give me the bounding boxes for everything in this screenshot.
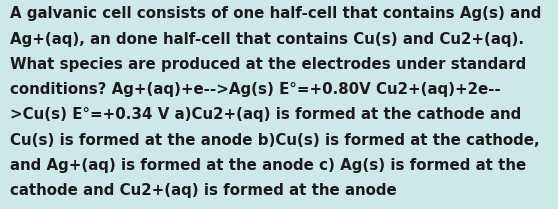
Text: Cu(s) is formed at the anode b)Cu(s) is formed at the cathode,: Cu(s) is formed at the anode b)Cu(s) is … bbox=[10, 133, 540, 148]
Text: cathode and Cu2+(aq) is formed at the anode: cathode and Cu2+(aq) is formed at the an… bbox=[10, 183, 397, 198]
Text: A galvanic cell consists of one half-cell that contains Ag(s) and: A galvanic cell consists of one half-cel… bbox=[10, 6, 541, 21]
Text: conditions? Ag+(aq)+e-->Ag(s) E°=+0.80V Cu2+(aq)+2e--: conditions? Ag+(aq)+e-->Ag(s) E°=+0.80V … bbox=[10, 82, 501, 97]
Text: >Cu(s) E°=+0.34 V a)Cu2+(aq) is formed at the cathode and: >Cu(s) E°=+0.34 V a)Cu2+(aq) is formed a… bbox=[10, 107, 521, 122]
Text: and Ag+(aq) is formed at the anode c) Ag(s) is formed at the: and Ag+(aq) is formed at the anode c) Ag… bbox=[10, 158, 526, 173]
Text: What species are produced at the electrodes under standard: What species are produced at the electro… bbox=[10, 57, 526, 72]
Text: Ag+(aq), an done half-cell that contains Cu(s) and Cu2+(aq).: Ag+(aq), an done half-cell that contains… bbox=[10, 32, 524, 47]
